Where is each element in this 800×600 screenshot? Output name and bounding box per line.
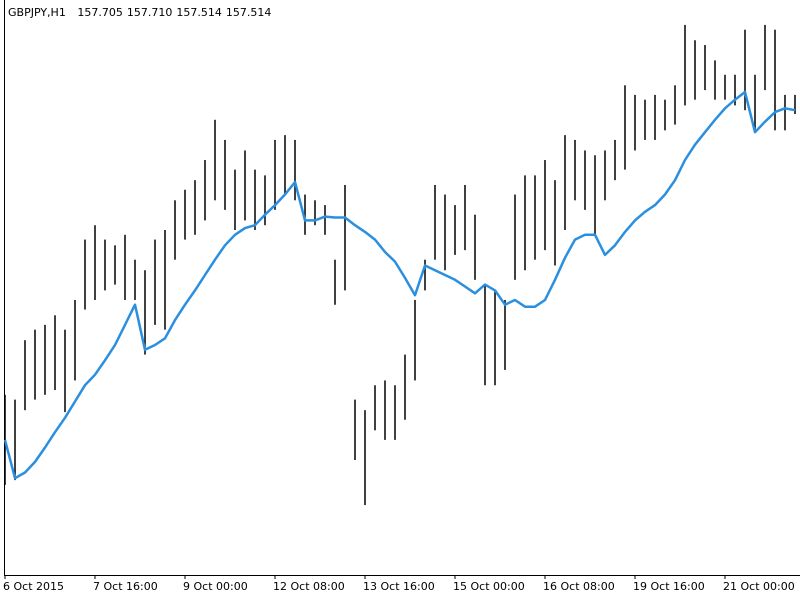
x-tick-label: 6 Oct 2015 (3, 580, 64, 593)
ohlc-value: 157.514 (226, 6, 272, 19)
plot-area (3, 24, 796, 506)
symbol: GBPJPY,H1 (8, 6, 66, 19)
ohlc-value: 157.710 (127, 6, 173, 19)
ohlc-value: 157.514 (176, 6, 222, 19)
x-tick-label: 7 Oct 16:00 (93, 580, 158, 593)
x-tick-label: 21 Oct 00:00 (723, 580, 795, 593)
x-tick-label: 13 Oct 16:00 (363, 580, 435, 593)
x-tick-label: 15 Oct 00:00 (453, 580, 525, 593)
chart-header: GBPJPY,H1 157.705 157.710 157.514 157.514 (8, 6, 271, 19)
x-tick-label: 16 Oct 08:00 (543, 580, 615, 593)
x-tick-label: 9 Oct 00:00 (183, 580, 248, 593)
ohlc-value: 157.705 (77, 6, 123, 19)
moving-average-line (3, 90, 796, 480)
x-tick-label: 12 Oct 08:00 (273, 580, 345, 593)
x-tick-label: 19 Oct 16:00 (633, 580, 705, 593)
